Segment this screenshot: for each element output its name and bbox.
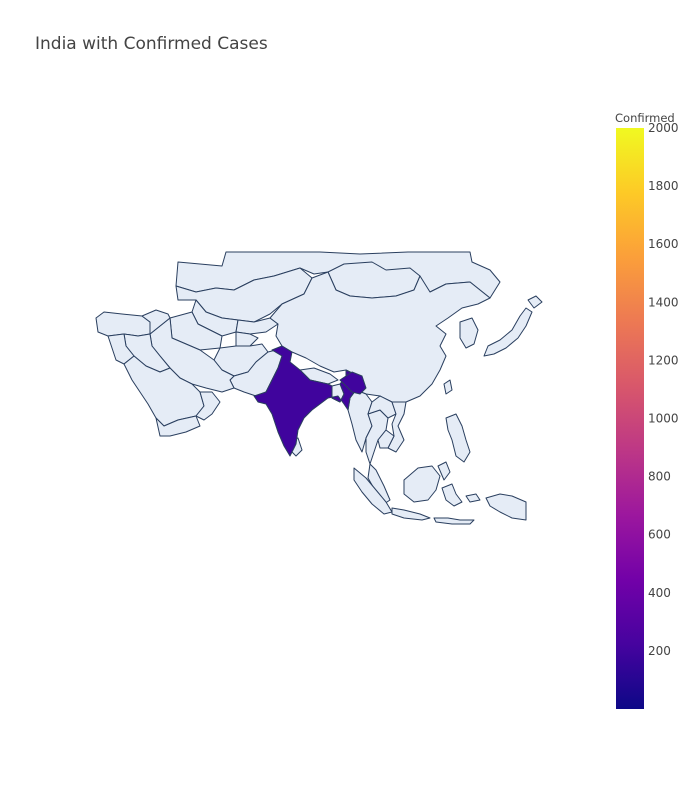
country-tajikistan[interactable] [235, 331, 259, 347]
country-java[interactable] [391, 507, 431, 521]
colorbar-tick-label: 1200 [648, 353, 679, 367]
country-taiwan[interactable] [443, 379, 453, 395]
colorbar-gradient [616, 128, 644, 709]
country-maluku[interactable] [465, 493, 481, 503]
colorbar-tick-label: 800 [648, 470, 671, 484]
country-india[interactable] [253, 345, 359, 457]
colorbar-tick-label: 1600 [648, 237, 679, 251]
country-caucasus[interactable] [141, 309, 171, 335]
colorbar-tick-label: 200 [648, 644, 671, 658]
country-japan-hokkaido[interactable] [527, 295, 543, 309]
colorbar-tick-label: 1000 [648, 412, 679, 426]
colorbar-title: Confirmed [615, 111, 675, 125]
geo-layer[interactable] [95, 251, 543, 525]
colorbar-tick-label: 1800 [648, 179, 679, 193]
country-china[interactable] [269, 271, 491, 403]
country-india-northeast[interactable] [339, 371, 367, 395]
colorbar-tick-label: 2000 [648, 121, 679, 135]
country-laos[interactable] [367, 395, 397, 419]
country-oman[interactable] [195, 391, 221, 421]
country-philippines-south[interactable] [437, 461, 451, 481]
colorbar-tick-label: 600 [648, 528, 671, 542]
colorbar-tick-label: 1400 [648, 295, 679, 309]
colorbar: Confirmed 200 400 600 800 1000 1200 1400 1600 18… [615, 111, 679, 709]
country-cambodia[interactable] [377, 429, 395, 449]
country-sulawesi[interactable] [441, 483, 463, 507]
colorbar-tick-label: 400 [648, 586, 671, 600]
country-philippines[interactable] [445, 413, 471, 463]
country-new-guinea[interactable] [485, 493, 527, 521]
page-title: India with Confirmed Cases [35, 34, 268, 54]
country-lesser-sunda[interactable] [433, 517, 475, 525]
country-japan[interactable] [483, 307, 533, 357]
colorbar-ticks: 200 400 600 800 1000 1200 1400 1600 1800 2000 [648, 121, 679, 658]
country-sumatra[interactable] [353, 467, 393, 515]
country-malaysia[interactable] [367, 463, 391, 505]
country-korea[interactable] [459, 317, 479, 349]
country-borneo[interactable] [403, 465, 441, 503]
country-yemen[interactable] [155, 415, 201, 437]
